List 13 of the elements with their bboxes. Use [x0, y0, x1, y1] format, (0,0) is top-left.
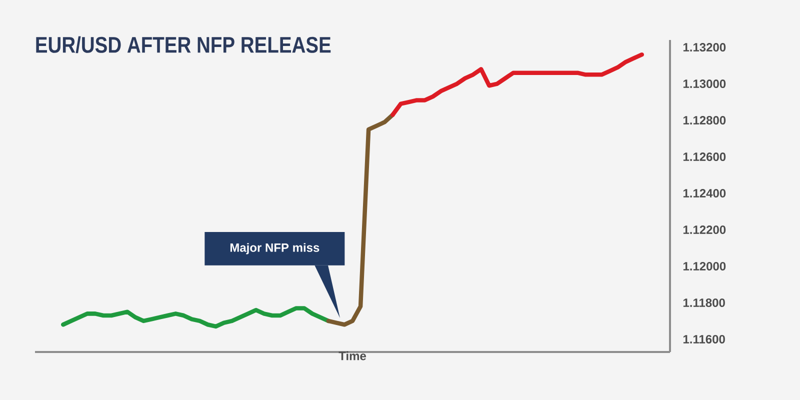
y-tick-label: 1.11600: [683, 334, 725, 344]
chart-title: EUR/USD AFTER NFP RELEASE: [36, 36, 331, 54]
y-tick-label: 1.13200: [683, 43, 726, 52]
annotation: Major NFP miss: [230, 243, 320, 254]
y-tick-label: 1.12000: [683, 262, 726, 270]
x-axis-title: Time: [338, 351, 366, 360]
y-tick-label: 1.12600: [683, 152, 726, 162]
y-tick-label: 1.11800: [683, 298, 725, 307]
y-tick-label: 1.12200: [683, 226, 726, 234]
y-tick-label: 1.12800: [683, 116, 726, 125]
y-tick-label: 1.13000: [683, 80, 726, 88]
line-series: [326, 112, 395, 327]
y-tick-label: 1.12400: [683, 189, 726, 198]
